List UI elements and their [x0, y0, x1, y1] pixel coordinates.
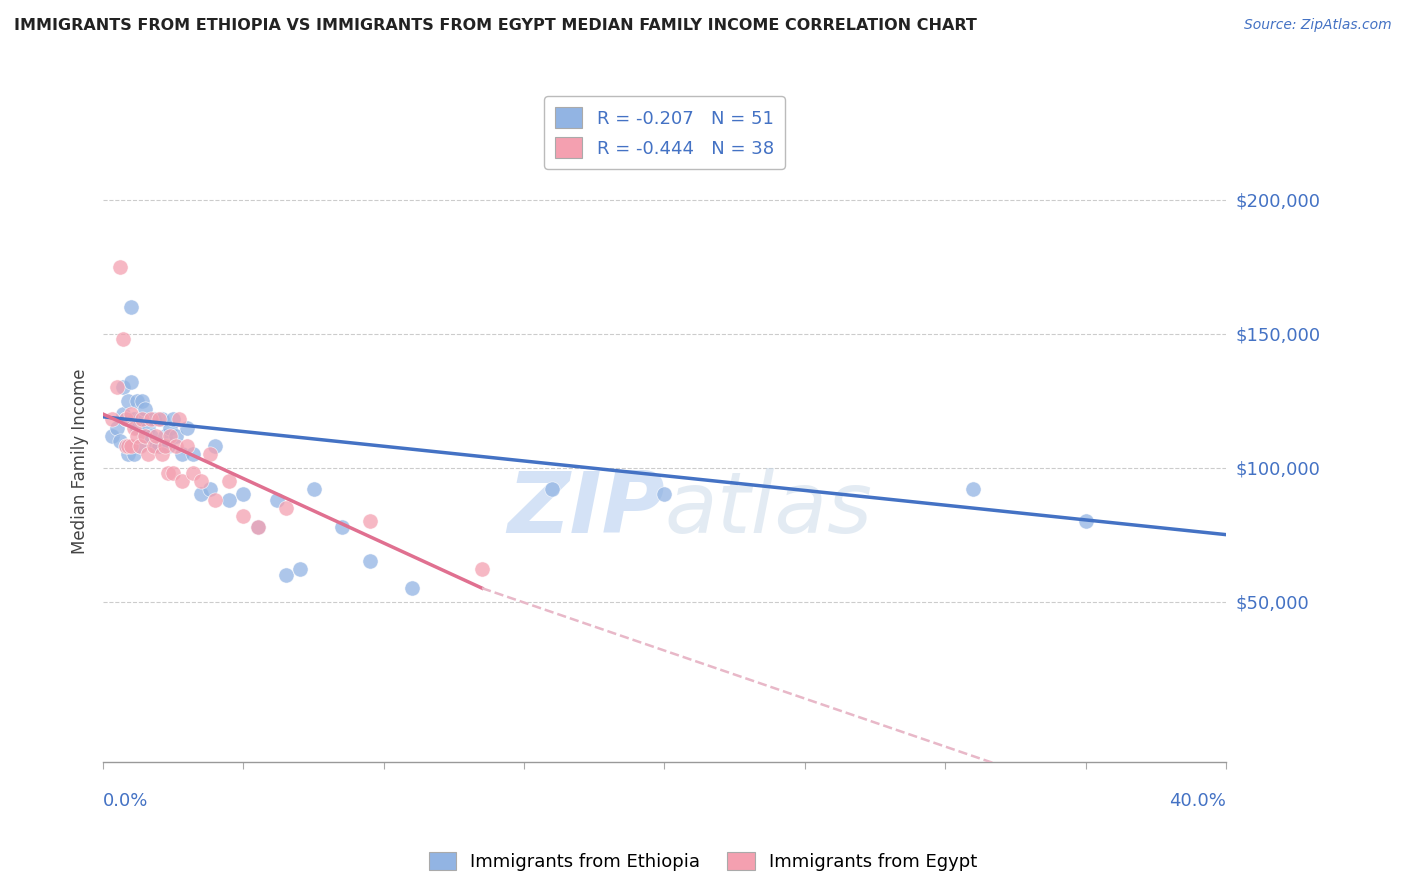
- Point: [134, 428, 156, 442]
- Point: [122, 412, 145, 426]
- Point: [117, 393, 139, 408]
- Point: [117, 447, 139, 461]
- Point: [246, 519, 269, 533]
- Point: [120, 300, 142, 314]
- Point: [105, 420, 128, 434]
- Point: [128, 439, 150, 453]
- Point: [125, 420, 148, 434]
- Point: [142, 439, 165, 453]
- Point: [162, 466, 184, 480]
- Point: [170, 474, 193, 488]
- Point: [181, 447, 204, 461]
- Point: [114, 439, 136, 453]
- Point: [181, 466, 204, 480]
- Point: [156, 439, 179, 453]
- Point: [136, 420, 159, 434]
- Point: [204, 439, 226, 453]
- Point: [120, 407, 142, 421]
- Point: [122, 420, 145, 434]
- Point: [108, 434, 131, 448]
- Point: [131, 412, 153, 426]
- Point: [401, 581, 423, 595]
- Legend: Immigrants from Ethiopia, Immigrants from Egypt: Immigrants from Ethiopia, Immigrants fro…: [422, 845, 984, 879]
- Point: [162, 412, 184, 426]
- Point: [100, 428, 122, 442]
- Point: [266, 492, 288, 507]
- Point: [114, 439, 136, 453]
- Point: [145, 439, 167, 453]
- Text: 40.0%: 40.0%: [1168, 792, 1226, 810]
- Point: [165, 439, 187, 453]
- Text: ZIP: ZIP: [508, 467, 665, 550]
- Point: [139, 412, 162, 426]
- Point: [114, 412, 136, 426]
- Point: [359, 554, 381, 568]
- Point: [246, 519, 269, 533]
- Point: [198, 447, 221, 461]
- Point: [159, 420, 181, 434]
- Point: [962, 482, 984, 496]
- Point: [111, 332, 134, 346]
- Point: [274, 567, 297, 582]
- Point: [148, 439, 170, 453]
- Text: 0.0%: 0.0%: [103, 792, 149, 810]
- Point: [120, 439, 142, 453]
- Point: [156, 466, 179, 480]
- Point: [359, 514, 381, 528]
- Point: [190, 474, 212, 488]
- Point: [134, 401, 156, 416]
- Point: [232, 508, 254, 523]
- Point: [145, 428, 167, 442]
- Point: [108, 260, 131, 274]
- Point: [654, 487, 676, 501]
- Point: [330, 519, 353, 533]
- Point: [218, 474, 240, 488]
- Point: [302, 482, 325, 496]
- Point: [114, 412, 136, 426]
- Point: [288, 562, 311, 576]
- Point: [204, 492, 226, 507]
- Point: [274, 500, 297, 515]
- Point: [176, 439, 198, 453]
- Point: [125, 393, 148, 408]
- Legend: R = -0.207   N = 51, R = -0.444   N = 38: R = -0.207 N = 51, R = -0.444 N = 38: [544, 96, 785, 169]
- Point: [218, 492, 240, 507]
- Point: [120, 375, 142, 389]
- Point: [150, 412, 173, 426]
- Point: [117, 439, 139, 453]
- Point: [100, 412, 122, 426]
- Point: [153, 428, 176, 442]
- Point: [170, 447, 193, 461]
- Point: [142, 412, 165, 426]
- Point: [105, 380, 128, 394]
- Point: [159, 428, 181, 442]
- Point: [131, 393, 153, 408]
- Point: [148, 412, 170, 426]
- Y-axis label: Median Family Income: Median Family Income: [72, 368, 89, 554]
- Point: [153, 439, 176, 453]
- Point: [139, 428, 162, 442]
- Point: [165, 428, 187, 442]
- Point: [122, 447, 145, 461]
- Point: [111, 407, 134, 421]
- Point: [111, 380, 134, 394]
- Point: [150, 447, 173, 461]
- Text: atlas: atlas: [665, 467, 873, 550]
- Point: [136, 447, 159, 461]
- Point: [128, 439, 150, 453]
- Point: [125, 428, 148, 442]
- Point: [190, 487, 212, 501]
- Text: IMMIGRANTS FROM ETHIOPIA VS IMMIGRANTS FROM EGYPT MEDIAN FAMILY INCOME CORRELATI: IMMIGRANTS FROM ETHIOPIA VS IMMIGRANTS F…: [14, 18, 977, 33]
- Point: [1074, 514, 1097, 528]
- Point: [134, 428, 156, 442]
- Point: [471, 562, 494, 576]
- Point: [232, 487, 254, 501]
- Point: [167, 412, 190, 426]
- Point: [176, 420, 198, 434]
- Point: [198, 482, 221, 496]
- Point: [128, 412, 150, 426]
- Point: [541, 482, 564, 496]
- Text: Source: ZipAtlas.com: Source: ZipAtlas.com: [1244, 18, 1392, 32]
